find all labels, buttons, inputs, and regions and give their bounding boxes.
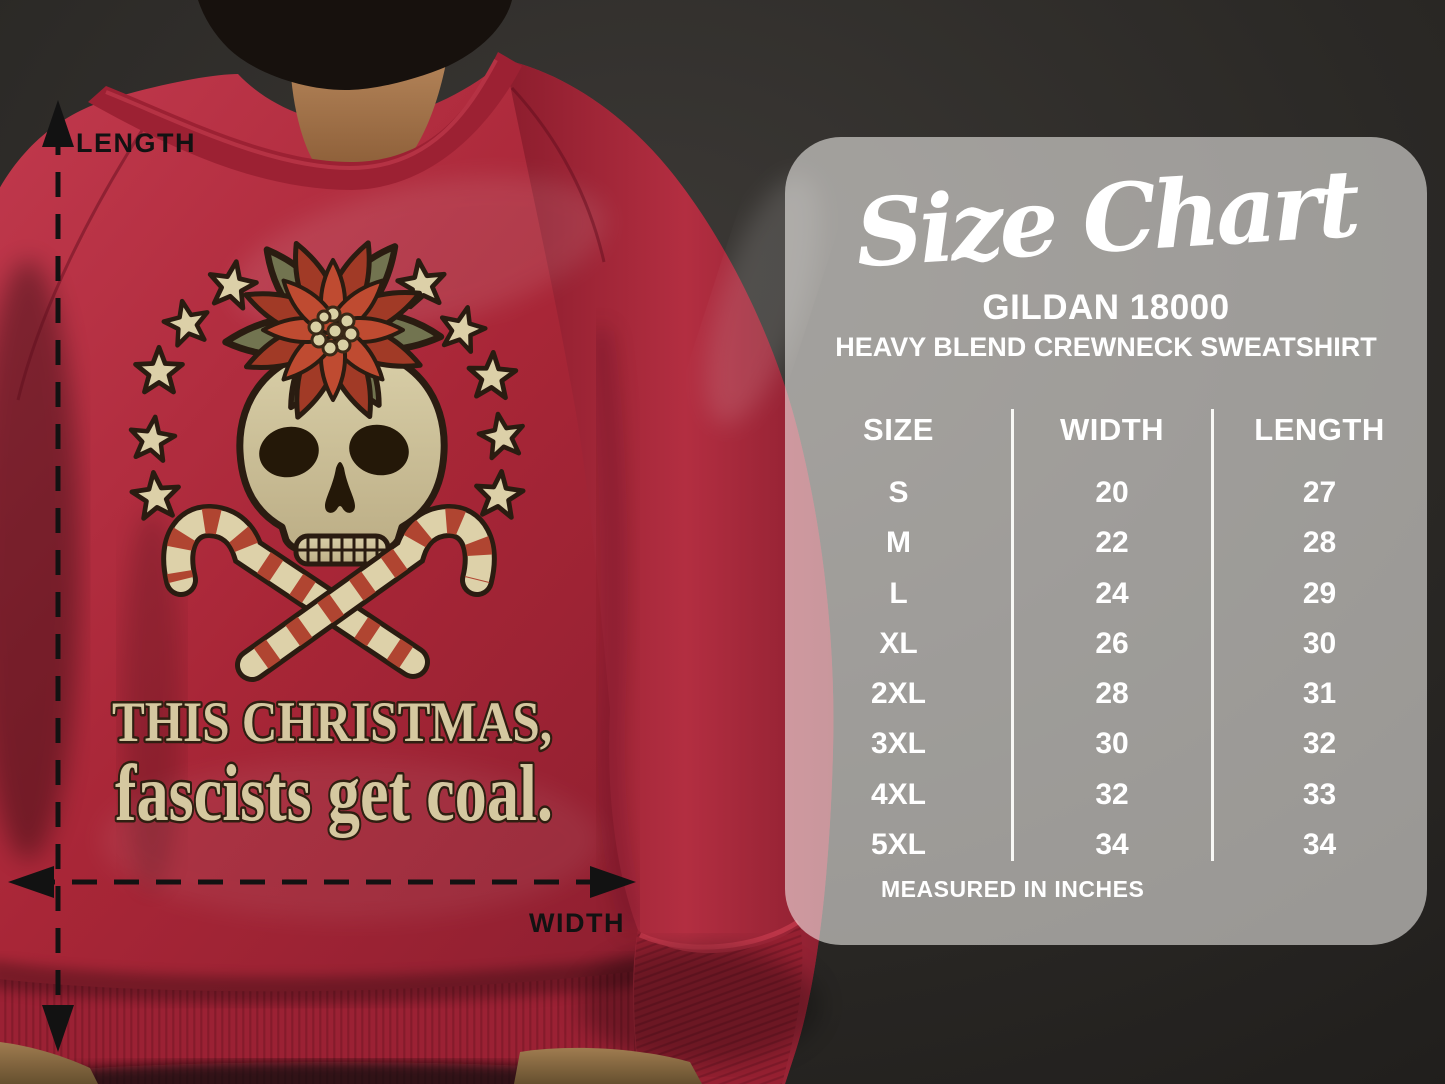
cell-length: 28	[1302, 526, 1337, 560]
length-arrow: LENGTH	[42, 100, 196, 1052]
table-row: 3XL 30 32	[785, 719, 1427, 769]
size-table-header: SIZE WIDTH LENGTH	[785, 409, 1427, 451]
cell-width: 26	[1095, 626, 1129, 660]
size-chart-panel: Size Chart GILDAN 18000 HEAVY BLEND CREW…	[785, 137, 1427, 945]
width-arrow: WIDTH	[8, 866, 636, 938]
shirt-text-line1: THIS CHRISTMAS,	[112, 691, 552, 754]
cell-width: 32	[1095, 777, 1129, 811]
length-label: LENGTH	[76, 128, 196, 158]
poinsettia-icon	[224, 236, 442, 423]
arrow-right-icon	[590, 866, 636, 898]
table-row: L 24 29	[785, 569, 1427, 619]
pants-center	[514, 1047, 702, 1084]
size-table: S 20 27 M 22 28 L 24 29 XL 26 30 2XL 28	[785, 468, 1427, 870]
column-header-length: LENGTH	[1254, 412, 1385, 447]
column-divider	[1011, 409, 1014, 861]
cell-size: 3XL	[870, 727, 927, 761]
size-chart-title: Size Chart	[852, 148, 1360, 289]
skull-eye	[259, 426, 319, 478]
table-row: 4XL 32 33	[785, 770, 1427, 820]
cell-size: 4XL	[870, 777, 927, 811]
cell-width: 24	[1095, 576, 1129, 610]
raglan-seam-left	[16, 117, 152, 401]
raglan-seam-right	[510, 86, 606, 263]
table-row: XL 26 30	[785, 619, 1427, 669]
candy-cane-icon	[161, 504, 497, 682]
crewneck-collar	[88, 52, 522, 190]
model-beard	[198, 0, 512, 90]
table-row: S 20 27	[785, 468, 1427, 518]
cell-width: 28	[1095, 677, 1129, 711]
cell-length: 27	[1302, 476, 1337, 509]
cell-length: 32	[1302, 727, 1337, 761]
shirt-text-line2: fascists get coal.	[115, 750, 553, 838]
column-divider	[1211, 409, 1214, 861]
table-row: 2XL 28 31	[785, 669, 1427, 719]
poinsettia-berries	[307, 305, 360, 357]
cell-length: 30	[1302, 626, 1337, 660]
cell-width: 20	[1095, 476, 1129, 509]
cell-length: 31	[1302, 677, 1337, 711]
cuff-fold-highlight	[638, 919, 800, 950]
column-header-size: SIZE	[863, 412, 934, 447]
brand-model: GILDAN 18000	[982, 288, 1230, 327]
floor-shadow	[0, 1062, 660, 1084]
width-label: WIDTH	[529, 908, 625, 938]
cell-width: 22	[1095, 526, 1129, 560]
shirt-graphic: THIS CHRISTMAS, fascists get coal.	[110, 236, 556, 841]
cell-size: 5XL	[870, 828, 927, 862]
table-row: 5XL 34 34	[785, 820, 1427, 870]
product-name: HEAVY BLEND CREWNECK SWEATSHIRT	[835, 332, 1377, 362]
units-footnote: MEASURED IN INCHES	[881, 876, 1145, 902]
arrow-left-icon	[8, 866, 54, 898]
cell-size: XL	[879, 626, 918, 660]
red-sweatshirt	[0, 60, 834, 1084]
cell-length: 29	[1302, 576, 1337, 610]
cell-size: S	[888, 476, 909, 509]
cell-width: 34	[1095, 828, 1129, 862]
cell-size: 2XL	[870, 677, 927, 711]
cell-size: L	[889, 576, 908, 610]
sleeve-crease	[593, 329, 643, 933]
column-header-width: WIDTH	[1059, 412, 1165, 447]
cell-size: M	[886, 526, 911, 560]
skull-nose	[325, 462, 355, 513]
arrow-up-icon	[42, 100, 74, 147]
pants-left	[0, 1042, 98, 1084]
skull-eye	[349, 424, 409, 476]
cell-length: 33	[1302, 777, 1337, 811]
hem-shadow	[0, 956, 646, 1004]
table-row: M 22 28	[785, 518, 1427, 568]
cell-width: 30	[1095, 727, 1129, 761]
arrow-down-icon	[42, 1005, 74, 1052]
cell-length: 34	[1302, 828, 1337, 862]
